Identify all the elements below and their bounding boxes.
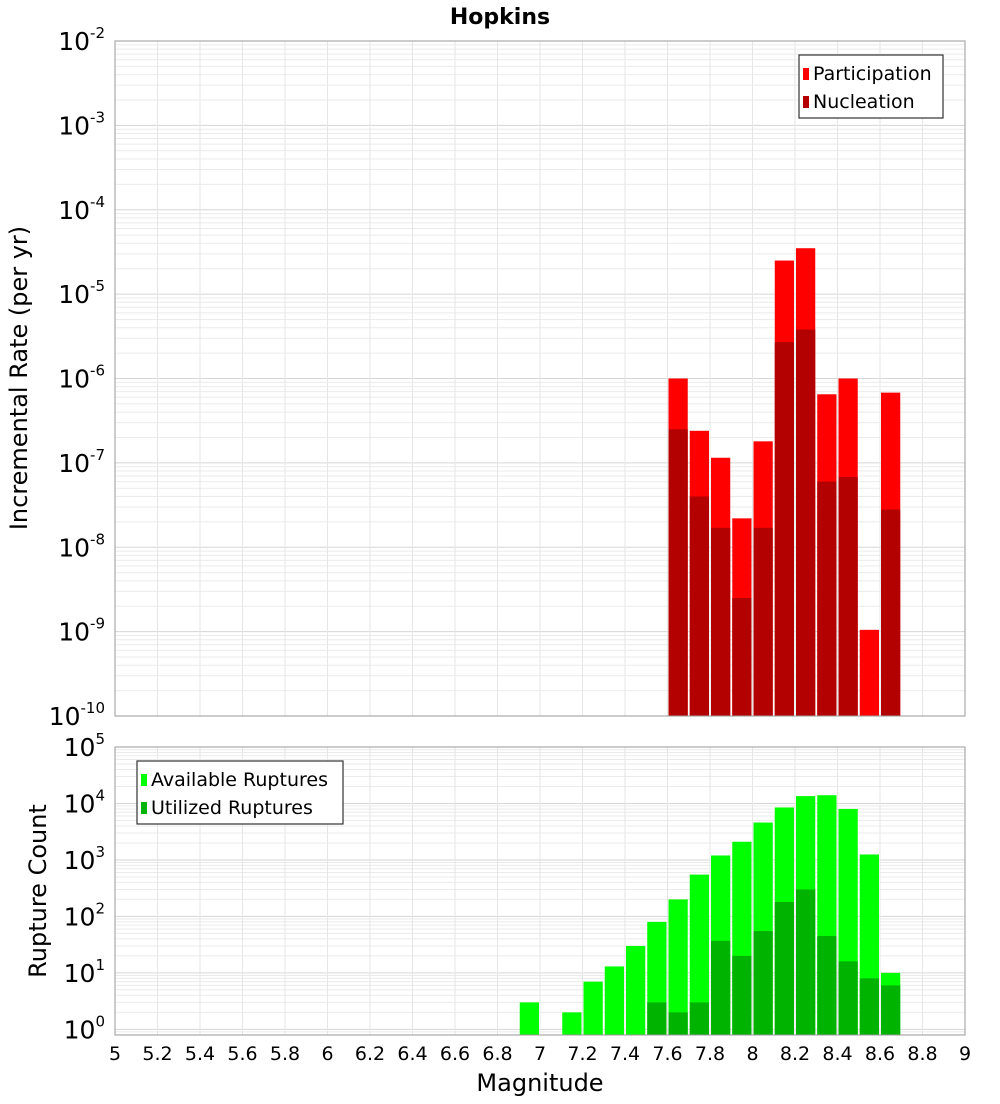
x-tick-label: 7.2 (567, 1043, 597, 1065)
counts-bar-secondary (711, 940, 731, 1035)
rates-bar-secondary (753, 527, 773, 716)
x-tick-label: 6.2 (355, 1043, 385, 1065)
y-axis-title-counts: Rupture Count (24, 804, 52, 978)
counts-bar-secondary (753, 931, 773, 1035)
counts-y-tick-label: 105 (64, 730, 105, 762)
rates-y-tick-label: 10-6 (58, 362, 105, 394)
counts-bar-primary (562, 1012, 582, 1035)
x-tick-label: 5.8 (270, 1043, 300, 1065)
counts-bar-primary (583, 981, 603, 1035)
counts-bar-secondary (774, 901, 794, 1035)
x-tick-label: 5.6 (227, 1043, 257, 1065)
y-axis-title-rates: Incremental Rate (per yr) (5, 226, 33, 530)
counts-bar-primary (519, 1002, 539, 1035)
x-tick-label: 7.4 (610, 1043, 640, 1065)
counts-bar-secondary (796, 889, 816, 1035)
counts-y-tick-label: 104 (64, 786, 105, 818)
rates-y-tick-label: 10-7 (58, 446, 105, 478)
counts-plot: 100 101 102 103 104 105 Available Ruptures Util… (64, 730, 971, 1065)
rates-y-tick-label: 10-4 (58, 193, 105, 225)
rates-bar-secondary (817, 481, 837, 716)
counts-plot-frame (114, 746, 966, 1036)
x-tick-label: 5 (109, 1043, 121, 1065)
x-tick-label: 7.6 (652, 1043, 682, 1065)
rates-bar-secondary (711, 527, 731, 716)
x-tick-label: 5.4 (185, 1043, 215, 1065)
counts-bar-secondary (838, 961, 858, 1035)
rates-plot-frame (114, 40, 966, 717)
rates-y-tick-label: 10-2 (58, 24, 105, 56)
rates-bar-primary (859, 629, 879, 716)
rates-legend-swatch (803, 96, 809, 108)
counts-legend-label: Available Ruptures (151, 769, 328, 791)
x-axis-title: Magnitude (476, 1069, 603, 1097)
counts-bar-primary (668, 899, 688, 1035)
counts-legend-label: Utilized Ruptures (151, 797, 313, 819)
rates-bar-secondary (668, 429, 688, 716)
rates-bar-secondary (881, 509, 901, 716)
counts-legend-box (136, 760, 344, 825)
rates-bar-secondary (838, 477, 858, 716)
x-tick-label: 7 (534, 1043, 546, 1065)
rates-y-tick-label: 10-8 (58, 530, 105, 562)
rates-legend-label: Participation (813, 63, 932, 85)
counts-y-tick-label: 103 (64, 843, 105, 875)
counts-bar-secondary (732, 955, 752, 1035)
x-tick-label: 8.8 (907, 1043, 937, 1065)
x-tick-label: 8 (746, 1043, 758, 1065)
x-tick-label: 9 (959, 1043, 971, 1065)
x-tick-label: 6 (321, 1043, 333, 1065)
rates-legend-box (798, 54, 944, 119)
counts-bar-secondary (817, 935, 837, 1035)
counts-bar-secondary (647, 1002, 667, 1035)
counts-bar-secondary (859, 978, 879, 1035)
counts-y-tick-label: 101 (64, 956, 105, 988)
counts-legend-swatch (141, 774, 147, 786)
rates-y-tick-label: 10-5 (58, 277, 105, 309)
rates-legend-swatch (803, 68, 809, 80)
counts-bar-secondary (668, 1012, 688, 1035)
counts-bar-primary (689, 874, 709, 1035)
counts-legend-swatch (141, 802, 147, 814)
rates-y-tick-label: 10-10 (49, 699, 105, 731)
rates-y-tick-label: 10-3 (58, 108, 105, 140)
x-tick-label: 8.6 (865, 1043, 895, 1065)
x-tick-label: 8.2 (780, 1043, 810, 1065)
rates-bar-secondary (689, 496, 709, 716)
x-tick-label: 6.8 (482, 1043, 512, 1065)
counts-y-tick-label: 102 (64, 899, 105, 931)
counts-bar-secondary (689, 1002, 709, 1035)
rates-legend-label: Nucleation (813, 91, 915, 113)
counts-bar-primary (604, 966, 624, 1035)
x-tick-label: 7.8 (695, 1043, 725, 1065)
rates-bar-secondary (796, 329, 816, 716)
rates-plot: 10-10 10-9 10-8 10-7 10-6 10-5 10-4 10-3 10-2 Par… (49, 24, 966, 731)
counts-bar-primary (626, 945, 646, 1035)
x-tick-label: 6.6 (440, 1043, 470, 1065)
rates-bar-secondary (774, 342, 794, 716)
counts-y-tick-label: 100 (64, 1012, 105, 1044)
counts-bar-secondary (881, 985, 901, 1035)
rates-y-tick-label: 10-9 (58, 615, 105, 647)
x-tick-label: 6.4 (397, 1043, 427, 1065)
x-tick-label: 5.2 (142, 1043, 172, 1065)
rates-bar-secondary (732, 598, 752, 716)
x-tick-label: 8.4 (822, 1043, 852, 1065)
chart-title: Hopkins (450, 5, 550, 30)
